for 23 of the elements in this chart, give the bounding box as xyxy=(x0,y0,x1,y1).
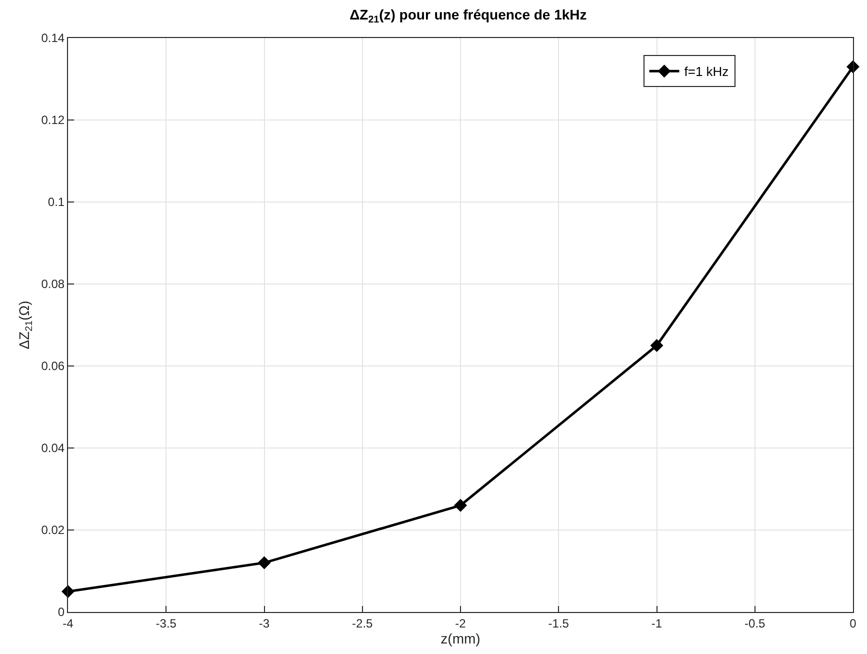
x-tick-label: -1.5 xyxy=(548,616,570,630)
x-tick-label: -3.5 xyxy=(156,616,177,630)
x-tick-label: -4 xyxy=(62,616,74,630)
x-tick-label: -2 xyxy=(455,616,466,630)
y-tick-label: 0.14 xyxy=(41,31,65,46)
point xyxy=(650,339,664,352)
point xyxy=(258,556,271,570)
x-tick-label: -2.5 xyxy=(352,616,374,630)
y-tick-label: 0.04 xyxy=(41,441,65,456)
y-tick-label: 0.1 xyxy=(48,195,65,210)
point xyxy=(454,498,467,512)
chart-title: ΔZ$_{21}$(z) pour une fréquence de 1kHz xyxy=(350,6,587,26)
x-tick-label: -1 xyxy=(651,616,662,630)
x-tick-label: 0 xyxy=(850,616,857,630)
x-tick-label: -3 xyxy=(258,616,270,630)
y-tick-label: 0.06 xyxy=(41,359,65,374)
y-tick-label: 0 xyxy=(58,605,65,620)
y-tick-label: 0.02 xyxy=(41,523,65,538)
x-tick-label: -0.5 xyxy=(744,616,766,630)
y-tick-label: 0.12 xyxy=(41,113,65,128)
x-axis-title: z(mm) xyxy=(440,630,480,647)
y-tick-label: 0.08 xyxy=(41,277,65,292)
legend-label: f=1 kHz xyxy=(684,64,729,80)
